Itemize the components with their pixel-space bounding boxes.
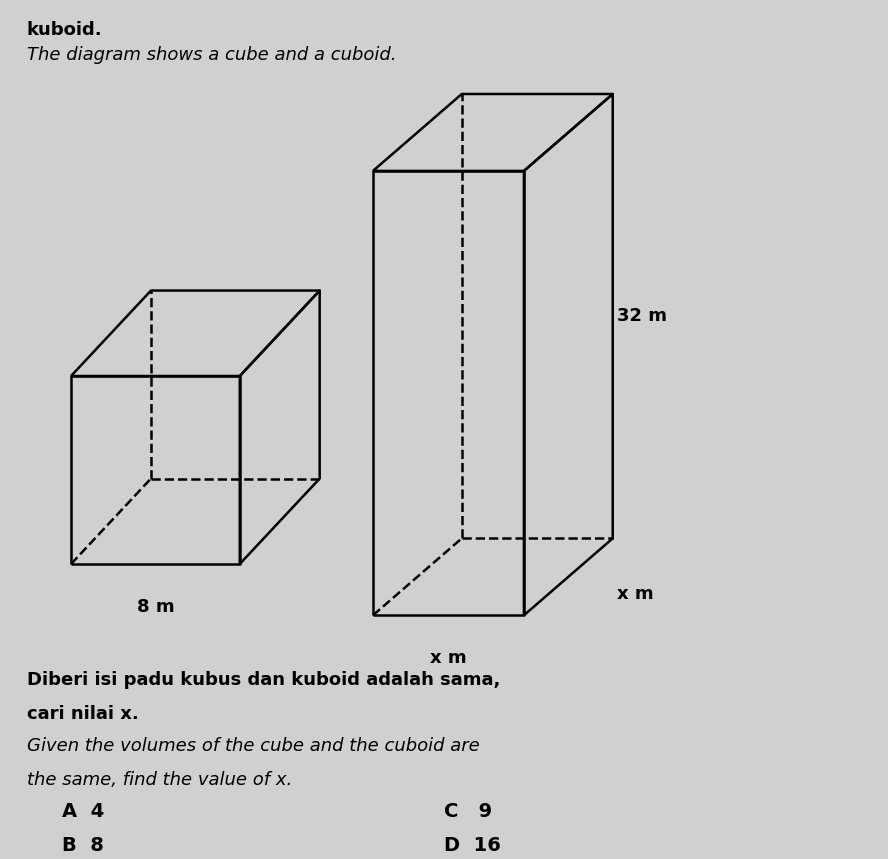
Text: x m: x m <box>430 649 467 667</box>
Text: x m: x m <box>617 585 654 603</box>
Text: The diagram shows a cube and a cuboid.: The diagram shows a cube and a cuboid. <box>27 46 396 64</box>
Text: 8 m: 8 m <box>137 598 174 616</box>
Text: D  16: D 16 <box>444 836 501 855</box>
Text: C   9: C 9 <box>444 801 492 820</box>
Text: cari nilai x.: cari nilai x. <box>27 705 139 723</box>
Text: A  4: A 4 <box>62 801 105 820</box>
Text: Given the volumes of the cube and the cuboid are: Given the volumes of the cube and the cu… <box>27 738 480 755</box>
Text: 32 m: 32 m <box>617 308 667 326</box>
Text: Diberi isi padu kubus dan kuboid adalah sama,: Diberi isi padu kubus dan kuboid adalah … <box>27 671 500 689</box>
Text: the same, find the value of x.: the same, find the value of x. <box>27 771 292 789</box>
Text: B  8: B 8 <box>62 836 104 855</box>
Text: kuboid.: kuboid. <box>27 21 102 40</box>
